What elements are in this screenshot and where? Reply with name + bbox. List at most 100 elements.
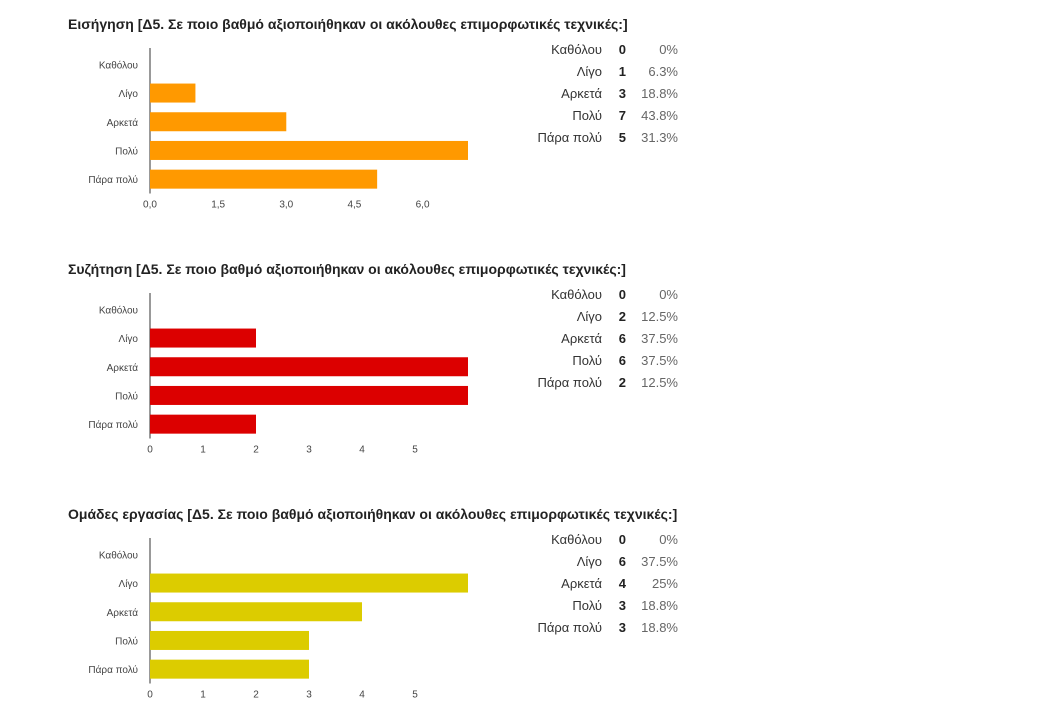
x-tick-label: 4 xyxy=(359,445,365,456)
category-label: Πολύ xyxy=(115,635,138,647)
stats-category: Καθόλου xyxy=(551,531,602,547)
category-label: Λίγο xyxy=(119,88,139,100)
category-label: Πάρα πολύ xyxy=(88,174,138,186)
stats-percent: 43.8% xyxy=(641,107,678,123)
category-label: Λίγο xyxy=(119,333,139,345)
chart-title: Ομάδες εργασίας [Δ5. Σε ποιο βαθμό αξιοπ… xyxy=(68,506,678,522)
x-tick-label: 3,0 xyxy=(279,200,293,211)
stats-count: 3 xyxy=(618,85,626,101)
bar-chart: Καθόλου Λίγο Αρκετά Πολύ Πάρα πολύ 0 1 2 3 4 5 xyxy=(88,293,468,456)
chart-section-2: Συζήτηση [Δ5. Σε ποιο βαθμό αξιοποιήθηκα… xyxy=(0,261,1037,486)
stats-percent: 37.5% xyxy=(641,553,678,569)
stats-percent: 0% xyxy=(659,286,678,302)
stats-category: Πάρα πολύ xyxy=(537,374,603,390)
stats-category: Αρκετά xyxy=(561,575,602,591)
category-label: Λίγο xyxy=(119,578,139,590)
category-label: Πολύ xyxy=(115,145,138,157)
x-tick-label: 1 xyxy=(200,445,206,456)
x-tick-label: 0 xyxy=(147,445,153,456)
stats-percent: 0% xyxy=(659,41,678,57)
stats-row: Πολύ 7 43.8% xyxy=(525,104,678,126)
stats-count: 0 xyxy=(618,286,626,302)
category-label: Αρκετά xyxy=(107,117,139,129)
chart-section-1: Εισήγηση [Δ5. Σε ποιο βαθμό αξιοποιήθηκα… xyxy=(0,16,1037,241)
category-label: Πάρα πολύ xyxy=(88,419,138,431)
stats-table: Καθόλου 0 0% Λίγο 6 37.5% Αρκετά 4 25% Πολύ 3 18.8%… xyxy=(525,528,679,638)
stats-percent: 37.5% xyxy=(641,352,678,368)
bar xyxy=(150,83,196,103)
x-tick-label: 5 xyxy=(412,445,418,456)
bar-chart: Καθόλου Λίγο Αρκετά Πολύ Πάρα πολύ 0 1 2 3 4 5 xyxy=(88,538,468,701)
stats-category: Πάρα πολύ xyxy=(537,619,603,635)
chart-title: Συζήτηση [Δ5. Σε ποιο βαθμό αξιοποιήθηκα… xyxy=(68,261,626,277)
stats-row: Αρκετά 3 18.8% xyxy=(525,82,678,104)
category-label: Καθόλου xyxy=(99,59,138,71)
stats-percent: 12.5% xyxy=(641,374,678,390)
x-tick-label: 5 xyxy=(412,690,418,701)
stats-row: Αρκετά 4 25% xyxy=(525,572,678,594)
stats-row: Καθόλου 0 0% xyxy=(525,283,678,305)
chart-title: Εισήγηση [Δ5. Σε ποιο βαθμό αξιοποιήθηκα… xyxy=(68,16,628,32)
stats-count: 4 xyxy=(618,575,626,591)
x-tick-label: 4 xyxy=(359,690,365,701)
stats-category: Λίγο xyxy=(576,63,602,79)
stats-count: 7 xyxy=(618,107,626,123)
bar xyxy=(150,169,378,189)
stats-count: 6 xyxy=(618,330,626,346)
category-label: Καθόλου xyxy=(99,549,138,561)
x-tick-label: 3 xyxy=(306,445,312,456)
stats-category: Πολύ xyxy=(572,597,602,613)
stats-row: Καθόλου 0 0% xyxy=(525,38,678,60)
stats-row: Λίγο 6 37.5% xyxy=(525,550,678,572)
x-tick-label: 1 xyxy=(200,690,206,701)
x-tick-label: 1,5 xyxy=(211,200,225,211)
stats-row: Πάρα πολύ 2 12.5% xyxy=(525,371,679,393)
x-tick-label: 0,0 xyxy=(143,200,157,211)
bar xyxy=(150,602,362,622)
stats-category: Αρκετά xyxy=(561,330,602,346)
stats-count: 1 xyxy=(618,63,626,79)
category-label: Καθόλου xyxy=(99,304,138,316)
bar-chart: Καθόλου Λίγο Αρκετά Πολύ Πάρα πολύ 0,0 1,5 3,0 4… xyxy=(88,48,468,211)
stats-percent: 12.5% xyxy=(641,308,678,324)
stats-row: Πάρα πολύ 3 18.8% xyxy=(525,616,679,638)
bar xyxy=(150,414,256,434)
chart-section-3: Ομάδες εργασίας [Δ5. Σε ποιο βαθμό αξιοπ… xyxy=(0,506,1037,716)
stats-category: Λίγο xyxy=(576,308,602,324)
stats-row: Πολύ 3 18.8% xyxy=(525,594,678,616)
stats-row: Αρκετά 6 37.5% xyxy=(525,327,678,349)
stats-category: Καθόλου xyxy=(551,286,602,302)
bar xyxy=(150,140,468,160)
category-label: Πάρα πολύ xyxy=(88,664,138,676)
stats-row: Λίγο 2 12.5% xyxy=(525,305,678,327)
x-tick-label: 0 xyxy=(147,690,153,701)
stats-category: Πάρα πολύ xyxy=(537,129,603,145)
x-tick-label: 6,0 xyxy=(416,200,430,211)
bar xyxy=(150,630,309,650)
stats-count: 0 xyxy=(618,41,626,57)
stats-percent: 18.8% xyxy=(641,619,678,635)
category-label: Πολύ xyxy=(115,390,138,402)
bar xyxy=(150,659,309,679)
stats-count: 2 xyxy=(618,308,626,324)
category-label: Αρκετά xyxy=(107,607,139,619)
stats-count: 6 xyxy=(618,352,626,368)
category-label: Αρκετά xyxy=(107,362,139,374)
stats-count: 0 xyxy=(618,531,626,547)
stats-percent: 6.3% xyxy=(648,63,678,79)
stats-table: Καθόλου 0 0% Λίγο 2 12.5% Αρκετά 6 37.5% Πολύ 6 37.… xyxy=(525,283,679,393)
stats-count: 3 xyxy=(618,597,626,613)
bar xyxy=(150,357,468,377)
bar xyxy=(150,112,287,132)
x-tick-label: 2 xyxy=(253,690,259,701)
stats-category: Πολύ xyxy=(572,352,602,368)
stats-percent: 25% xyxy=(651,575,678,591)
x-tick-label: 3 xyxy=(306,690,312,701)
stats-percent: 31.3% xyxy=(641,129,678,145)
stats-row: Λίγο 1 6.3% xyxy=(525,60,678,82)
stats-category: Καθόλου xyxy=(551,41,602,57)
stats-table: Καθόλου 0 0% Λίγο 1 6.3% Αρκετά 3 18.8% Πολύ 7 43.8… xyxy=(525,38,679,148)
stats-count: 3 xyxy=(618,619,626,635)
stats-percent: 18.8% xyxy=(641,85,678,101)
stats-percent: 18.8% xyxy=(641,597,678,613)
